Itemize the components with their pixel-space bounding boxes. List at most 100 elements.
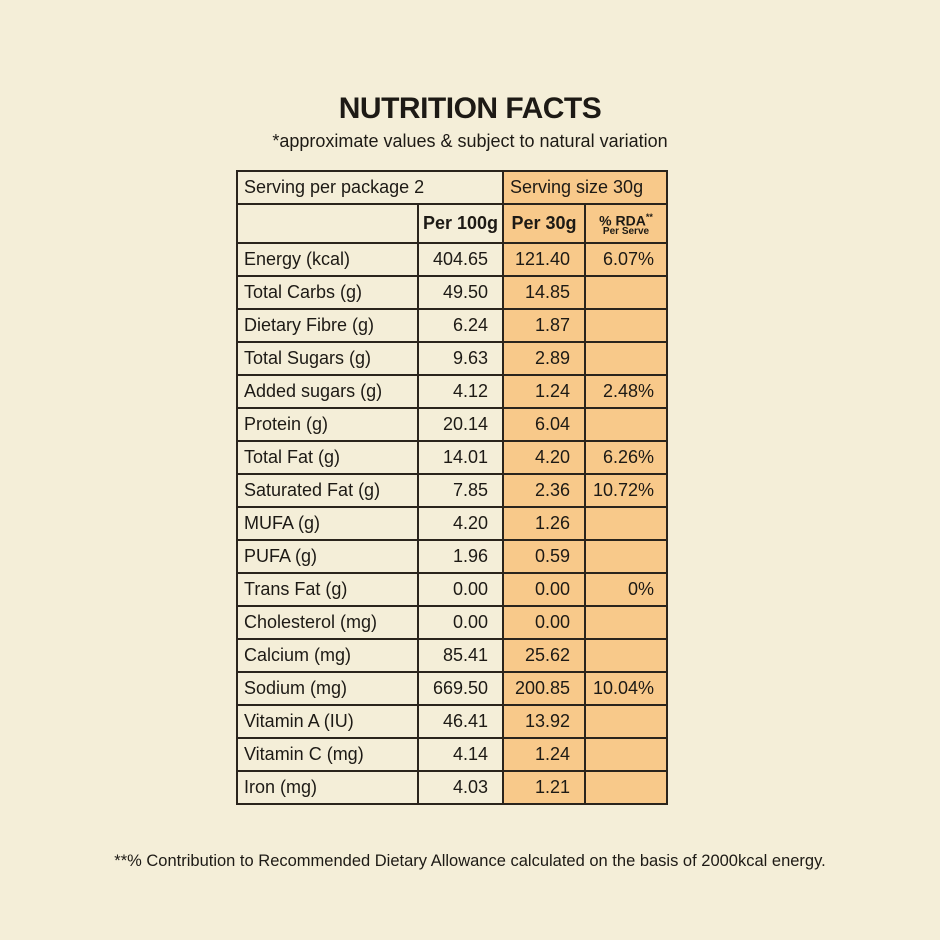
- rda-value: 6.07%: [584, 242, 668, 277]
- per-30g: 13.92: [502, 704, 586, 739]
- rda-value: 6.26%: [584, 440, 668, 475]
- per-30g: 1.21: [502, 770, 586, 805]
- nutrient-row: PUFA (g) 1.96 0.59: [236, 539, 668, 574]
- per-30g: 0.00: [502, 572, 586, 607]
- nutrient-row: Energy (kcal) 404.65 121.40 6.07%: [236, 242, 668, 277]
- rda-value: 2.48%: [584, 374, 668, 409]
- per-100g: 6.24: [417, 308, 504, 343]
- header-row: Serving per package 2 Serving size 30g: [236, 170, 668, 205]
- per-30g: 1.24: [502, 374, 586, 409]
- per-100g: 0.00: [417, 572, 504, 607]
- rda-value: [584, 506, 668, 541]
- per-100g: 1.96: [417, 539, 504, 574]
- nutrient-row: Total Fat (g) 14.01 4.20 6.26%: [236, 440, 668, 475]
- nutrient-label: Total Fat (g): [236, 440, 419, 475]
- per-100g: 4.20: [417, 506, 504, 541]
- per-100g: 669.50: [417, 671, 504, 706]
- rda-value: 10.72%: [584, 473, 668, 508]
- rda-value: [584, 341, 668, 376]
- per-30g: 121.40: [502, 242, 586, 277]
- serving-per-package: Serving per package 2: [236, 170, 504, 205]
- per-30g: 200.85: [502, 671, 586, 706]
- nutrient-row: Cholesterol (mg) 0.00 0.00: [236, 605, 668, 640]
- per-30g: 14.85: [502, 275, 586, 310]
- nutrient-row: Protein (g) 20.14 6.04: [236, 407, 668, 442]
- per-30g: 0.00: [502, 605, 586, 640]
- nutrition-table: Serving per package 2 Serving size 30g P…: [236, 170, 668, 805]
- per-30g: 6.04: [502, 407, 586, 442]
- rda-value: [584, 275, 668, 310]
- nutrient-label: Total Carbs (g): [236, 275, 419, 310]
- nutrient-label: Cholesterol (mg): [236, 605, 419, 640]
- rda-label: % RDA: [599, 212, 646, 229]
- per-100g: 4.03: [417, 770, 504, 805]
- per-30g: 2.89: [502, 341, 586, 376]
- per-30g: 1.87: [502, 308, 586, 343]
- rda-value: [584, 704, 668, 739]
- per-100g: 404.65: [417, 242, 504, 277]
- col-header: Per 100g: [417, 203, 504, 244]
- per-100g: 20.14: [417, 407, 504, 442]
- rda-value: [584, 308, 668, 343]
- rda-value: [584, 737, 668, 772]
- per-100g: 0.00: [417, 605, 504, 640]
- nutrient-row: Vitamin C (mg) 4.14 1.24: [236, 737, 668, 772]
- nutrient-label: Vitamin C (mg): [236, 737, 419, 772]
- nutrient-row: MUFA (g) 4.20 1.26: [236, 506, 668, 541]
- rda-value: [584, 407, 668, 442]
- nutrient-label: Calcium (mg): [236, 638, 419, 673]
- nutrient-row: Total Carbs (g) 49.50 14.85: [236, 275, 668, 310]
- per-30g: 4.20: [502, 440, 586, 475]
- per-100g: 14.01: [417, 440, 504, 475]
- per-30g: 0.59: [502, 539, 586, 574]
- rda-value: 0%: [584, 572, 668, 607]
- title: NUTRITION FACTS: [338, 92, 602, 125]
- per-100g: 4.12: [417, 374, 504, 409]
- per-30g: 1.24: [502, 737, 586, 772]
- nutrient-row: Iron (mg) 4.03 1.21: [236, 770, 668, 805]
- footnote: **% Contribution to Recommended Dietary …: [114, 852, 826, 870]
- nutrient-row: Added sugars (g) 4.12 1.24 2.48%: [236, 374, 668, 409]
- per-100g: 85.41: [417, 638, 504, 673]
- per-100g: 7.85: [417, 473, 504, 508]
- rda-sub: Per Serve: [602, 226, 650, 238]
- column-header-row: Per 100g Per 30g % RDA** Per Serve: [236, 203, 668, 244]
- rda-value: [584, 539, 668, 574]
- nutrient-label: Trans Fat (g): [236, 572, 419, 607]
- nutrient-label: MUFA (g): [236, 506, 419, 541]
- nutrient-label: Vitamin A (IU): [236, 704, 419, 739]
- rda-value: 10.04%: [584, 671, 668, 706]
- rda-value: [584, 770, 668, 805]
- per-100g: 46.41: [417, 704, 504, 739]
- blank-header: [236, 203, 419, 244]
- per-30g: 2.36: [502, 473, 586, 508]
- rda-header: % RDA**: [586, 210, 666, 228]
- rda-value: [584, 638, 668, 673]
- nutrient-row: Dietary Fibre (g) 6.24 1.87: [236, 308, 668, 343]
- rda-header-cell: % RDA** Per Serve: [584, 203, 668, 244]
- nutrient-label: Protein (g): [236, 407, 419, 442]
- nutrient-label: Sodium (mg): [236, 671, 419, 706]
- nutrient-label: Saturated Fat (g): [236, 473, 419, 508]
- per-100g: 4.14: [417, 737, 504, 772]
- per-30g: 1.26: [502, 506, 586, 541]
- nutrient-row: Total Sugars (g) 9.63 2.89: [236, 341, 668, 376]
- nutrient-row: Calcium (mg) 85.41 25.62: [236, 638, 668, 673]
- nutrient-label: Added sugars (g): [236, 374, 419, 409]
- subtitle: *approximate values & subject to natural…: [272, 131, 668, 151]
- nutrient-label: Total Sugars (g): [236, 341, 419, 376]
- per-100g: 49.50: [417, 275, 504, 310]
- serving-size: Serving size 30g: [502, 170, 668, 205]
- nutrient-row: Trans Fat (g) 0.00 0.00 0%: [236, 572, 668, 607]
- rda-value: [584, 605, 668, 640]
- per-30g: 25.62: [502, 638, 586, 673]
- nutrient-label: PUFA (g): [236, 539, 419, 574]
- nutrient-row: Saturated Fat (g) 7.85 2.36 10.72%: [236, 473, 668, 508]
- nutrient-label: Energy (kcal): [236, 242, 419, 277]
- nutrient-row: Sodium (mg) 669.50 200.85 10.04%: [236, 671, 668, 706]
- col-header: Per 30g: [502, 203, 586, 244]
- nutrient-label: Iron (mg): [236, 770, 419, 805]
- rda-mark: **: [645, 211, 653, 222]
- nutrient-label: Dietary Fibre (g): [236, 308, 419, 343]
